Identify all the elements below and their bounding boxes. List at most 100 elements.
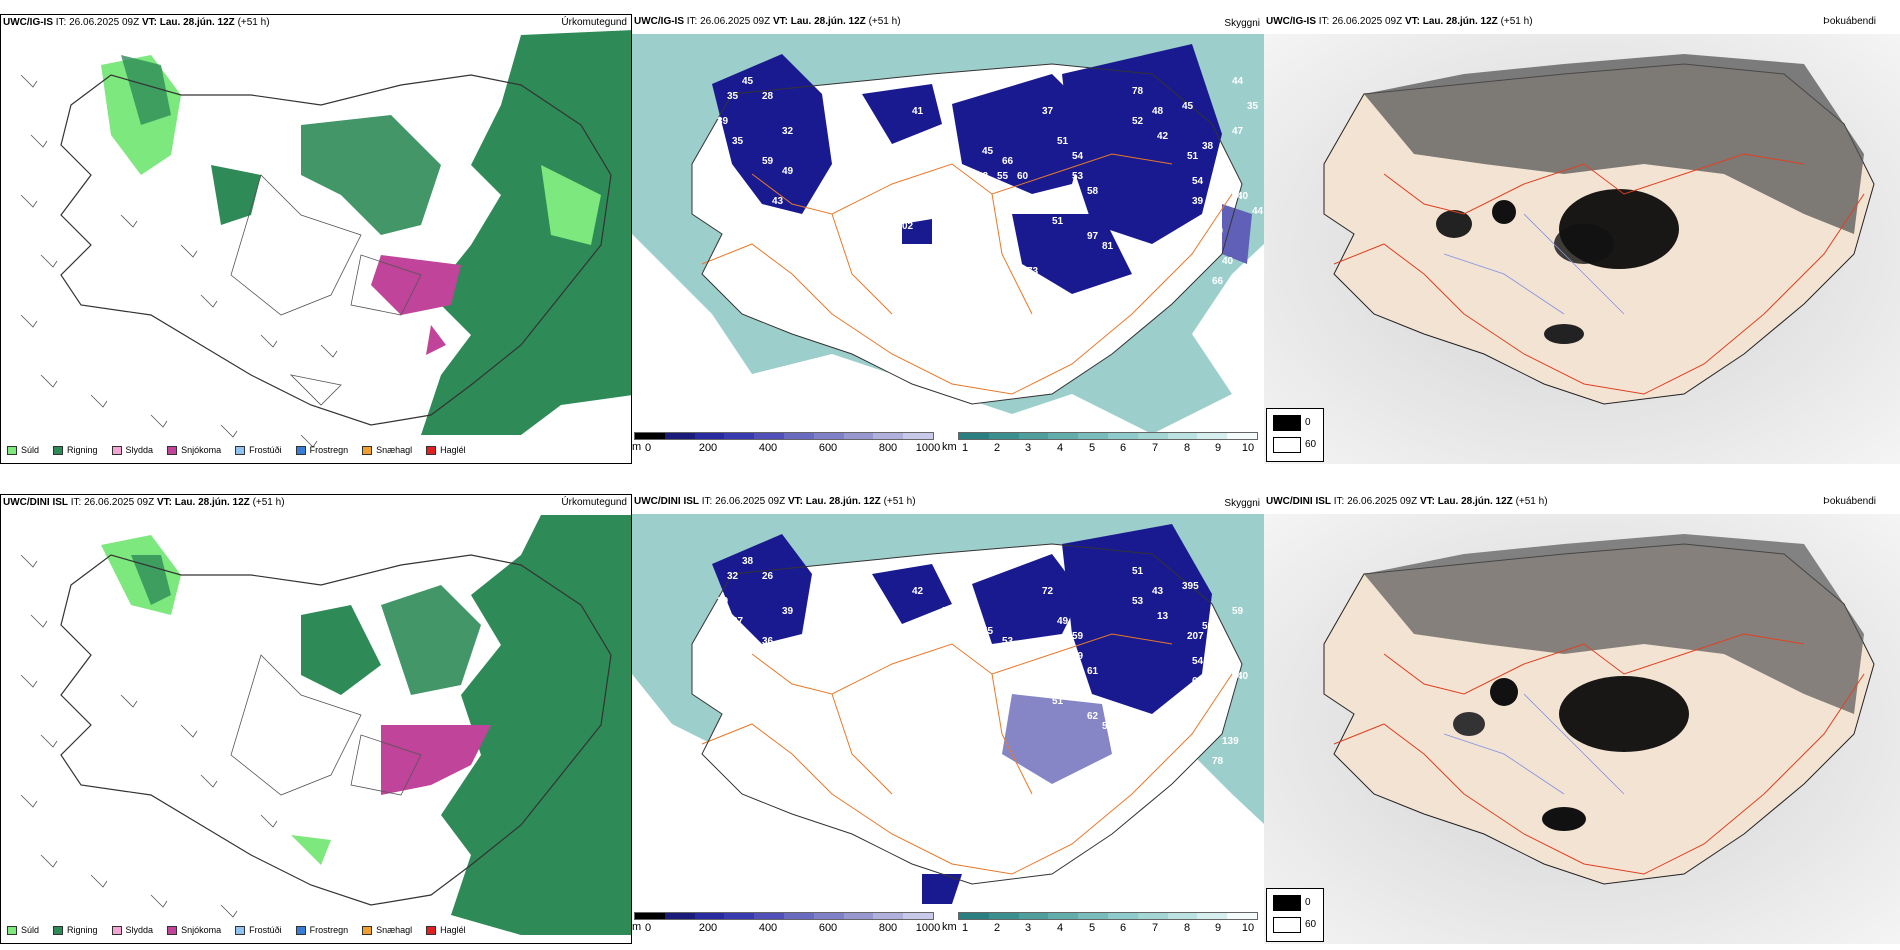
panel-title: UWC/DINI ISL IT: 26.06.2025 09Z VT: Lau.… bbox=[1266, 496, 1548, 507]
cloud-base-label: 97 bbox=[1087, 231, 1099, 242]
cloud-base-label: 73 bbox=[1027, 266, 1039, 277]
cloud-base-label: 20 bbox=[852, 236, 864, 247]
cloud-base-label: 34 bbox=[1162, 256, 1174, 267]
legend-item-rain: Rigning bbox=[53, 445, 98, 455]
cloud-base-label: 53 bbox=[782, 646, 794, 657]
ceiling-tick: 0 bbox=[644, 922, 652, 934]
legend-item-freezing-rain: Frostregn bbox=[295, 445, 348, 455]
cloud-base-label: 55 bbox=[772, 676, 784, 687]
cloud-base-label: 51 bbox=[1132, 566, 1144, 577]
cloud-base-label: 37 bbox=[1042, 106, 1054, 117]
visibility-tick: 7 bbox=[1151, 442, 1159, 454]
visibility-tick: 8 bbox=[1183, 442, 1191, 454]
field-name: Þokuábendi bbox=[1823, 16, 1876, 27]
visibility-tick: 9 bbox=[1214, 922, 1222, 934]
cloud-base-label: 42 bbox=[912, 586, 924, 597]
cloud-base-label: 35 bbox=[902, 686, 914, 697]
fog-legend: 0 60 bbox=[1266, 888, 1324, 942]
cloud-base-label: 28 bbox=[762, 91, 774, 102]
cloud-base-label: 39 bbox=[717, 116, 729, 127]
cloud-base-label: 38 bbox=[1202, 141, 1214, 152]
ceiling-tick: 200 bbox=[698, 442, 718, 454]
visibility-unit: km bbox=[942, 441, 957, 453]
precip-map bbox=[1, 495, 631, 943]
cloud-base-label: 45 bbox=[742, 76, 754, 87]
legend-item-sleet: Slydda bbox=[111, 445, 153, 455]
cloud-base-label: 44 bbox=[1252, 206, 1264, 217]
visibility-tick: 2 bbox=[993, 442, 1001, 454]
visibility-colorbar-strip bbox=[958, 912, 1258, 920]
cloud-base-label: 42 bbox=[1157, 131, 1169, 142]
cloud-base-label: 49 bbox=[782, 166, 794, 177]
cloud-base-label: 59 bbox=[1232, 606, 1244, 617]
cloud-base-label: 59 bbox=[1072, 651, 1084, 662]
visibility-colorbar: km 1 2 3 4 5 6 7 8 9 10 bbox=[942, 912, 1260, 938]
cloud-base-label: 37 bbox=[732, 616, 744, 627]
precip-panel-dini: UWC/DINI ISL IT: 26.06.2025 09Z VT: Lau.… bbox=[0, 494, 632, 944]
legend-item-hail: Haglél bbox=[426, 445, 466, 455]
visibility-colorbar: km 1 2 3 4 5 6 7 8 9 10 bbox=[942, 432, 1260, 458]
cloud-base-label: 43 bbox=[1152, 586, 1164, 597]
precip-map bbox=[1, 15, 631, 463]
visibility-tick: 8 bbox=[1183, 922, 1191, 934]
cloud-base-label: 91 bbox=[997, 651, 1009, 662]
cloud-base-label: 53 bbox=[1072, 171, 1084, 182]
visibility-tick: 5 bbox=[1088, 922, 1096, 934]
cloud-base-label: 47 bbox=[1232, 126, 1244, 137]
ceiling-colorbar-strip bbox=[634, 432, 934, 440]
legend-item-sleet: Slydda bbox=[111, 925, 153, 935]
panel-title: UWC/DINI ISL IT: 26.06.2025 09Z VT: Lau.… bbox=[634, 496, 916, 507]
cloud-base-label: 59 bbox=[762, 156, 774, 167]
cloud-base-label: 72 bbox=[1042, 586, 1054, 597]
fog-legend: 0 60 bbox=[1266, 408, 1324, 462]
cloud-base-label: 26 bbox=[762, 571, 774, 582]
cloud-base-label: 39 bbox=[782, 606, 794, 617]
cloud-base-label: 52 bbox=[942, 606, 954, 617]
cloud-base-label: 81 bbox=[1102, 241, 1114, 252]
cloud-base-label: 44 bbox=[802, 236, 814, 247]
ceiling-tick: 1000 bbox=[915, 442, 941, 454]
legend-item-rain: Rigning bbox=[53, 925, 98, 935]
visibility-tick: 6 bbox=[1119, 922, 1127, 934]
ceiling-tick: 400 bbox=[758, 922, 778, 934]
legend-item-freezing-drizzle: Frostúði bbox=[235, 445, 282, 455]
legend-item-drizzle: Súld bbox=[7, 445, 39, 455]
panel-title: UWC/IG-IS IT: 26.06.2025 09Z VT: Lau. 28… bbox=[634, 16, 901, 27]
cloud-base-label: 52 bbox=[1132, 116, 1144, 127]
precip-legend: Súld Rigning Slydda Snjókoma Frostúði Fr… bbox=[7, 445, 466, 455]
cloud-base-label: 42 bbox=[977, 171, 989, 182]
cloud-base-label: 45 bbox=[1182, 101, 1194, 112]
visibility-tick: 4 bbox=[1056, 922, 1064, 934]
field-name: Úrkomutegund bbox=[561, 17, 627, 28]
visibility-tick: 10 bbox=[1241, 922, 1255, 934]
cloud-base-label: 40 bbox=[1237, 671, 1249, 682]
cloud-base-label: 54 bbox=[1102, 721, 1114, 732]
ceiling-colorbar-strip bbox=[634, 912, 934, 920]
ceiling-tick: 800 bbox=[878, 442, 898, 454]
cloud-base-label: 40 bbox=[1212, 226, 1224, 237]
cloud-base-label: 78 bbox=[1212, 756, 1224, 767]
visibility-tick: 1 bbox=[961, 922, 969, 934]
cloud-base-label: 53 bbox=[972, 216, 984, 227]
visibility-tick: 2 bbox=[993, 922, 1001, 934]
cloud-base-label: 53 bbox=[1132, 596, 1144, 607]
ceiling-tick: 0 bbox=[644, 442, 652, 454]
ceiling-tick: 600 bbox=[818, 922, 838, 934]
cloud-base-label: 395 bbox=[1182, 581, 1199, 592]
cloud-base-label: 73 bbox=[1212, 706, 1224, 717]
cloud-base-label: 55 bbox=[997, 171, 1009, 182]
ceiling-tick: 800 bbox=[878, 922, 898, 934]
fog-panel-dini: UWC/DINI ISL IT: 26.06.2025 09Z VT: Lau.… bbox=[1264, 494, 1900, 944]
visibility-tick: 9 bbox=[1214, 442, 1222, 454]
cloud-base-label: 45 bbox=[982, 146, 994, 157]
cloud-base-label: 66 bbox=[1002, 156, 1014, 167]
legend-item-freezing-drizzle: Frostúði bbox=[235, 925, 282, 935]
visibility-tick: 3 bbox=[1024, 922, 1032, 934]
visibility-tick: 1 bbox=[961, 442, 969, 454]
ceiling-tick: 600 bbox=[818, 442, 838, 454]
cloud-base-label: 119 bbox=[1142, 271, 1159, 282]
ceiling-tick: 200 bbox=[698, 922, 718, 934]
cloud-base-label: 40 bbox=[1237, 191, 1249, 202]
visibility-tick: 10 bbox=[1241, 442, 1255, 454]
